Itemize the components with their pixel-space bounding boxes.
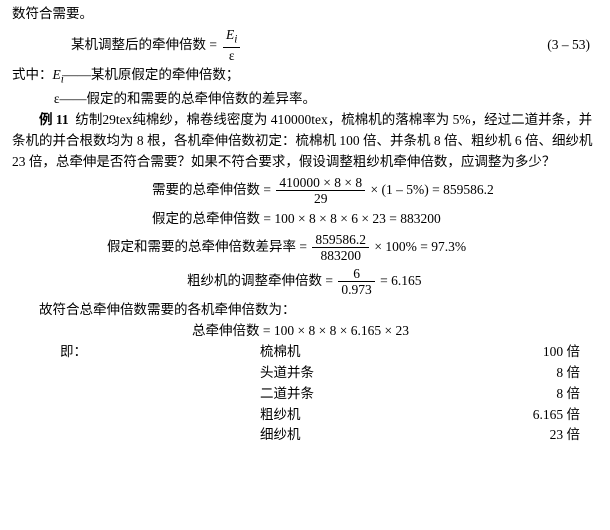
calc3-lead: 假定和需要的总牵伸倍数差异率 = [107,239,307,254]
machine-val-0: 100 倍 [460,342,580,363]
calc-adjusted: 粗纱机的调整牵伸倍数 = 6 0.973 = 6.165 [12,266,598,298]
calc-diff-rate: 假定和需要的总牵伸倍数差异率 = 859586.2 883200 × 100% … [12,232,598,264]
def2-text: ——假定的和需要的总牵伸倍数的差异率。 [60,91,317,106]
calc-required-total: 需要的总牵伸倍数 = 410000 × 8 × 8 29 × (1 – 5%) … [12,175,598,207]
sum-equation: 总牵伸倍数 = 100 × 8 × 8 × 6.165 × 23 [12,321,598,342]
calc4-num: 6 [338,266,374,283]
calc4-lead: 粗纱机的调整牵伸倍数 = [187,273,333,288]
machine-row-4: 细纱机 23 倍 [12,425,598,446]
eq353-num-sym: E [226,27,234,42]
calc4-den: 0.973 [338,282,374,298]
calc1-num: 410000 × 8 × 8 [276,175,365,192]
eq353-body: Ei ε [221,27,547,63]
machine-name-3: 粗纱机 [150,405,460,426]
where-clause: 式中：Ei——某机原假定的牵伸倍数； [12,65,598,89]
calc3-den: 883200 [312,248,369,264]
example-label: 例 11 [39,112,69,127]
machine-val-1: 8 倍 [460,363,580,384]
eq353-number: (3 – 53) [547,35,598,56]
result-intro: 故符合总牵伸倍数需要的各机牵伸倍数为： [12,300,598,321]
machine-row-0: 即： 梳棉机 100 倍 [12,342,598,363]
eq353-lead: 某机调整后的牵伸倍数 = [12,35,221,56]
machine-name-0: 梳棉机 [150,342,460,363]
calc1-lead: 需要的总牵伸倍数 = [152,182,271,197]
machine-val-4: 23 倍 [460,425,580,446]
eq353-num-sub: i [234,34,237,46]
machine-row-1: 头道并条 8 倍 [12,363,598,384]
calc2-expr: 100 × 8 × 8 × 6 × 23 = 883200 [274,211,440,226]
machine-name-2: 二道并条 [150,384,460,405]
machine-list: 即： 梳棉机 100 倍 头道并条 8 倍 二道并条 8 倍 粗纱机 6.165… [12,342,598,447]
eq353-den: ε [223,48,240,64]
machine-row-2: 二道并条 8 倍 [12,384,598,405]
calc-assumed-total: 假定的总牵伸倍数 = 100 × 8 × 8 × 6 × 23 = 883200 [12,209,598,230]
intro-tail: 数符合需要。 [12,4,598,25]
calc1-den: 29 [276,191,365,207]
machine-name-1: 头道并条 [150,363,460,384]
calc4-tail: = 6.165 [377,273,422,288]
example-text: 纺制29tex纯棉纱，棉卷线密度为 410000tex，梳棉机的落棉率为 5%，… [12,112,593,169]
machine-val-3: 6.165 倍 [460,405,580,426]
def1-text: ——某机原假定的牵伸倍数； [64,67,240,82]
def1-sym: E [53,67,61,82]
where-label: 式中： [12,67,53,82]
machine-row-3: 粗纱机 6.165 倍 [12,405,598,426]
equation-3-53: 某机调整后的牵伸倍数 = Ei ε (3 – 53) [12,27,598,63]
calc3-num: 859586.2 [312,232,369,249]
calc2-lead: 假定的总牵伸倍数 = [152,211,274,226]
machine-name-4: 细纱机 [150,425,460,446]
calc3-tail: × 100% = 97.3% [371,239,466,254]
machine-val-2: 8 倍 [460,384,580,405]
ie-label: 即： [12,342,150,363]
def2-line: ε——假定的和需要的总牵伸倍数的差异率。 [12,89,598,110]
example-11: 例 11 纺制29tex纯棉纱，棉卷线密度为 410000tex，梳棉机的落棉率… [12,110,598,173]
page-content: 数符合需要。 某机调整后的牵伸倍数 = Ei ε (3 – 53) 式中：Ei—… [0,0,610,450]
calc1-tail: × (1 – 5%) = 859586.2 [367,182,494,197]
